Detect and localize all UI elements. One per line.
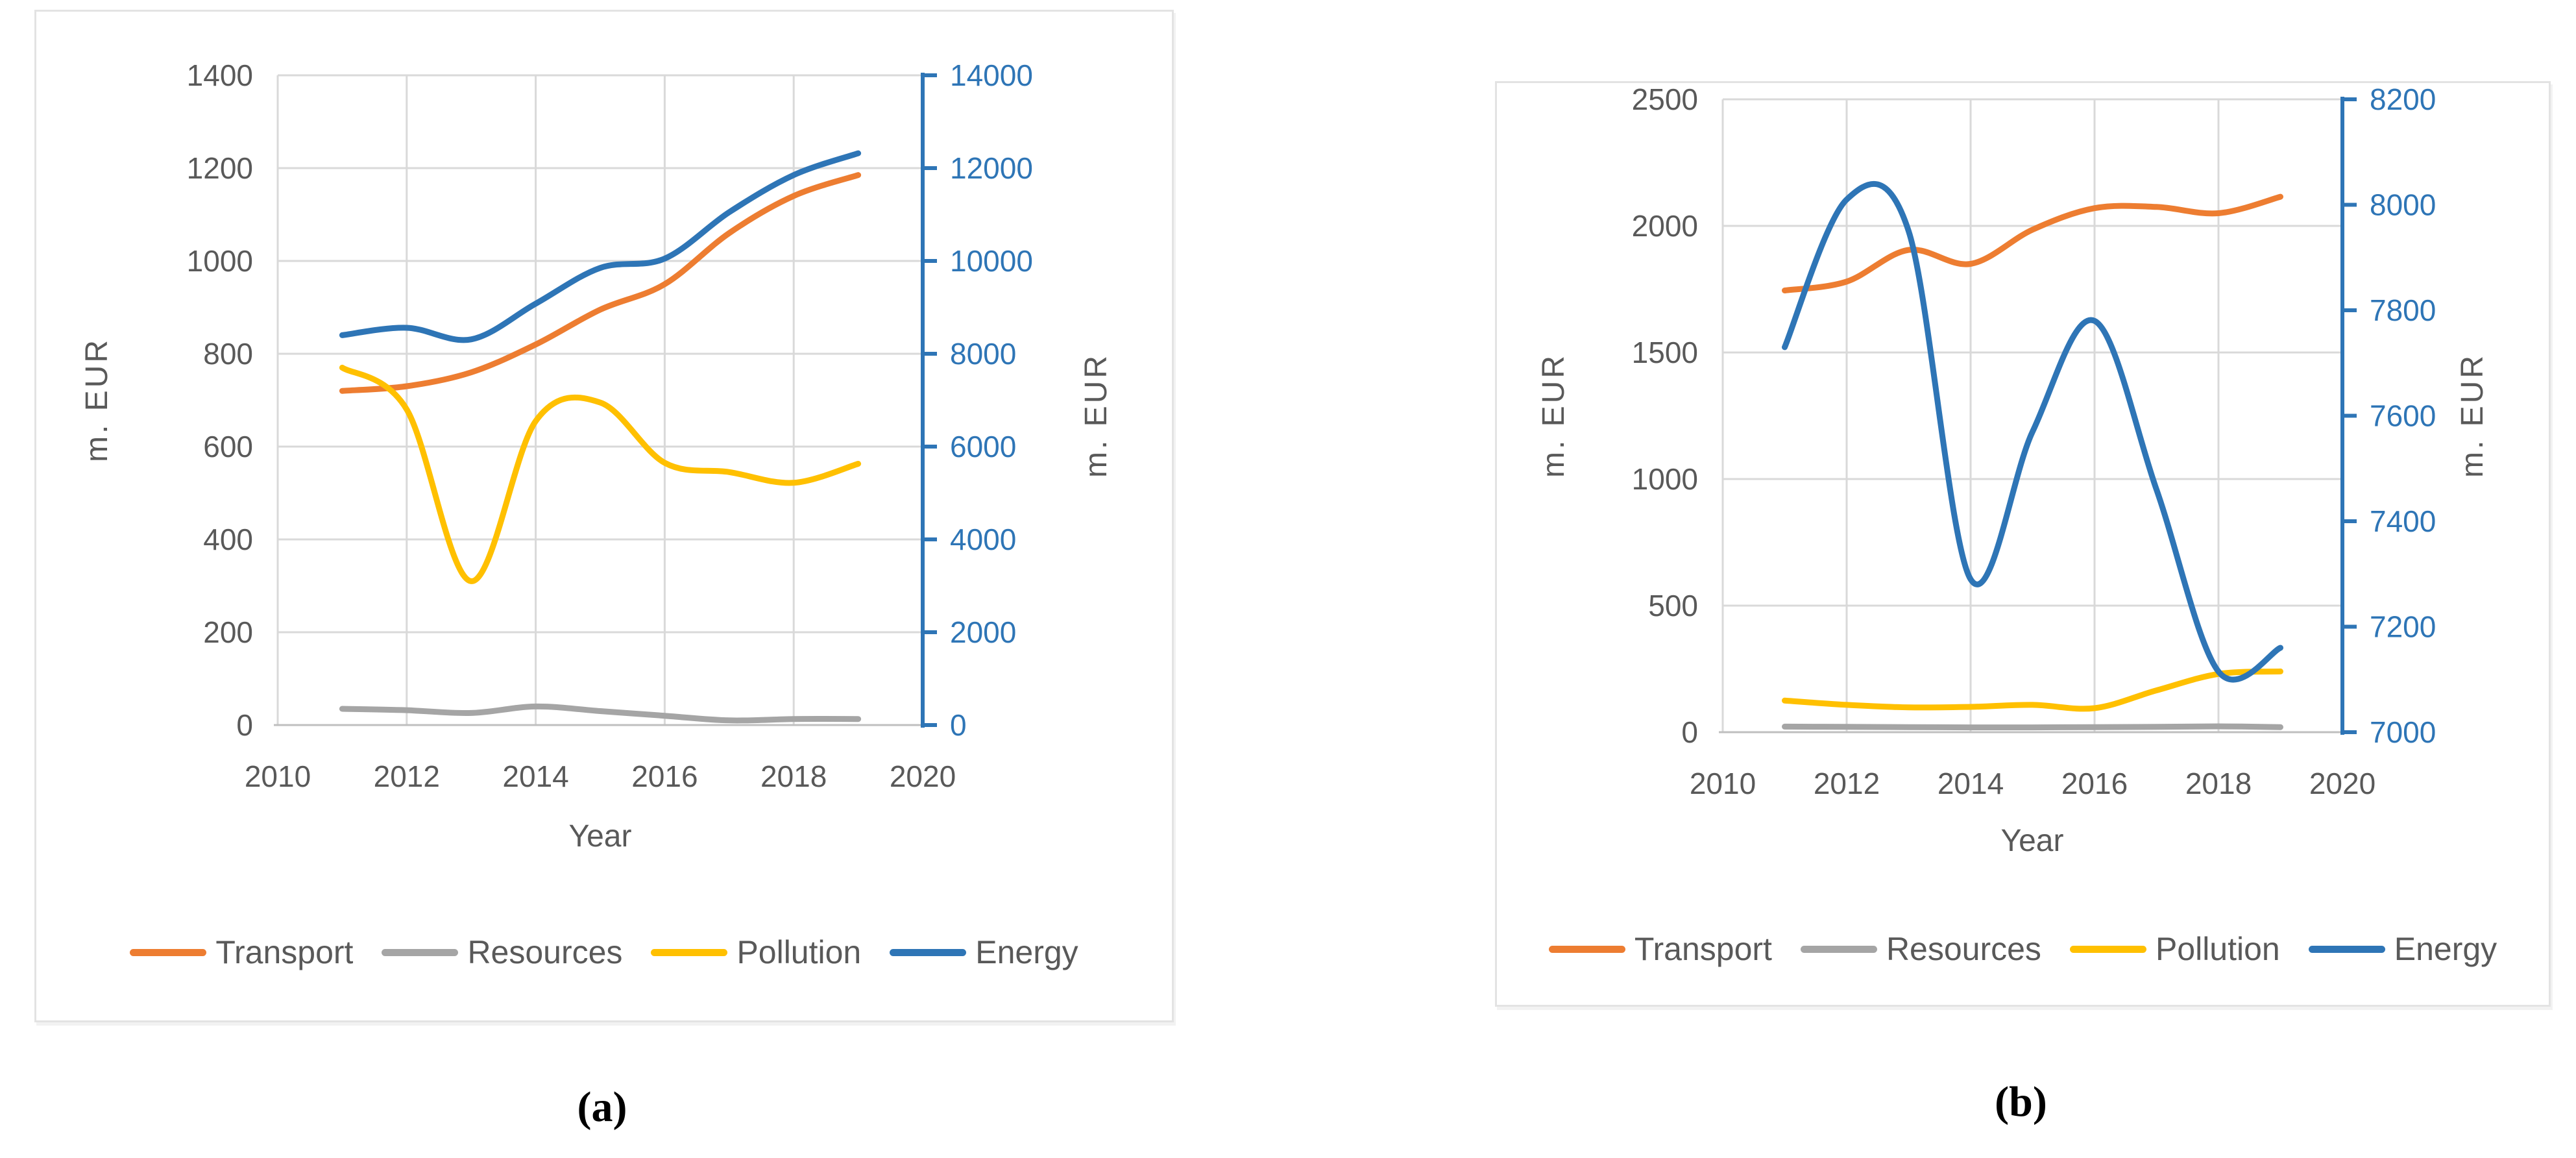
legend-swatch-energy bbox=[2308, 945, 2385, 953]
right-tick-label: 10000 bbox=[950, 244, 1033, 278]
x-tick-label: 2012 bbox=[1814, 767, 1880, 800]
x-tick-label: 2014 bbox=[1938, 767, 2004, 800]
right-tick-label: 7200 bbox=[2370, 610, 2436, 644]
series-line-pollution bbox=[339, 364, 862, 584]
right-tick-label: 4000 bbox=[950, 523, 1016, 556]
legend-label: Transport bbox=[215, 934, 354, 970]
right-tick-label: 8000 bbox=[950, 337, 1016, 371]
series-line-resources bbox=[1782, 723, 2283, 731]
legend-label: Pollution bbox=[2155, 931, 2280, 967]
series-line-energy bbox=[1782, 180, 2283, 683]
x-tick-label: 2010 bbox=[245, 759, 311, 793]
legend-label: Pollution bbox=[736, 934, 862, 970]
left-axis-title-a: m. EUR bbox=[80, 338, 114, 462]
left-axis-title-b: m. EUR bbox=[1537, 353, 1571, 478]
caption-a: (a) bbox=[577, 1083, 627, 1131]
left-tick-label: 1500 bbox=[1632, 336, 1698, 369]
legend-item-resources: Resources bbox=[1800, 930, 2041, 968]
chart-panel-a: 0 200 400 600 800 1000 1200 1400 0 2000 4000 6000 80… bbox=[34, 10, 1174, 1022]
legend-swatch-pollution bbox=[2069, 945, 2146, 953]
x-tick-label: 2020 bbox=[2309, 767, 2376, 800]
right-axis-title-b: m. EUR bbox=[2455, 353, 2490, 478]
left-tick-label: 0 bbox=[236, 708, 253, 742]
chart-a-plot: 0200400600800100012001400020004000600080… bbox=[187, 58, 1033, 793]
x-tick-label: 2018 bbox=[2185, 767, 2252, 800]
legend-item-energy: Energy bbox=[2308, 930, 2497, 968]
legend-swatch-resources bbox=[382, 948, 459, 956]
right-tick-label: 8000 bbox=[2370, 188, 2436, 222]
series-line-transport bbox=[339, 172, 862, 394]
legend-swatch-transport bbox=[130, 948, 207, 956]
series-line-transport bbox=[1782, 193, 2283, 293]
legend-item-resources: Resources bbox=[382, 933, 622, 971]
right-tick-label: 14000 bbox=[950, 58, 1033, 92]
right-tick-label: 6000 bbox=[950, 430, 1016, 463]
right-tick-label: 7400 bbox=[2370, 504, 2436, 538]
x-tick-label: 2014 bbox=[502, 759, 568, 793]
left-tick-label: 1200 bbox=[187, 151, 253, 185]
legend-label: Resources bbox=[1886, 931, 2041, 967]
left-tick-label: 2000 bbox=[1632, 209, 1698, 243]
series-line-resources bbox=[339, 703, 862, 724]
legend-item-pollution: Pollution bbox=[651, 933, 861, 971]
right-tick-label: 12000 bbox=[950, 151, 1033, 185]
left-tick-label: 0 bbox=[1681, 715, 1698, 749]
legend-a: Transport Resources Pollution Energy bbox=[36, 933, 1172, 971]
legend-label: Energy bbox=[2394, 931, 2497, 967]
right-tick-label: 2000 bbox=[950, 615, 1016, 649]
right-tick-label: 7600 bbox=[2370, 399, 2436, 433]
left-tick-label: 800 bbox=[203, 337, 253, 371]
legend-item-energy: Energy bbox=[890, 933, 1078, 971]
left-tick-label: 1000 bbox=[187, 244, 253, 278]
right-tick-label: 7000 bbox=[2370, 715, 2436, 749]
left-tick-label: 1400 bbox=[187, 58, 253, 92]
left-tick-label: 600 bbox=[203, 430, 253, 463]
left-tick-label: 2500 bbox=[1632, 83, 1698, 116]
x-tick-label: 2012 bbox=[374, 759, 440, 793]
x-tick-label: 2018 bbox=[760, 759, 827, 793]
legend-label: Energy bbox=[975, 934, 1078, 970]
legend-item-pollution: Pollution bbox=[2069, 930, 2280, 968]
right-tick-label: 8200 bbox=[2370, 83, 2436, 116]
legend-label: Transport bbox=[1634, 931, 1772, 967]
left-tick-label: 200 bbox=[203, 615, 253, 649]
caption-b: (b) bbox=[1995, 1078, 2047, 1126]
x-axis-title-a: Year bbox=[568, 819, 632, 854]
right-tick-label: 7800 bbox=[2370, 293, 2436, 327]
x-axis-title-b: Year bbox=[2000, 824, 2064, 858]
x-tick-label: 2016 bbox=[2061, 767, 2128, 800]
x-tick-label: 2010 bbox=[1690, 767, 1756, 800]
chart-b-plot: 0 500 1000 1500 2000 2500 7000 7200 7400 7600 7800… bbox=[1632, 83, 2436, 800]
legend-swatch-resources bbox=[1800, 945, 1877, 953]
legend-item-transport: Transport bbox=[130, 933, 353, 971]
legend-label: Resources bbox=[467, 934, 623, 970]
series-line-pollution bbox=[1782, 668, 2283, 712]
left-tick-label: 1000 bbox=[1632, 462, 1698, 496]
legend-swatch-pollution bbox=[651, 948, 728, 956]
chart-panel-b: 0 500 1000 1500 2000 2500 7000 7200 7400 7600 7800… bbox=[1495, 81, 2551, 1007]
legend-b: Transport Resources Pollution Energy bbox=[1497, 930, 2549, 968]
legend-swatch-energy bbox=[890, 948, 967, 956]
series-line-energy bbox=[339, 150, 862, 343]
x-tick-label: 2020 bbox=[890, 759, 956, 793]
left-tick-label: 500 bbox=[1648, 589, 1698, 622]
left-tick-label: 400 bbox=[203, 523, 253, 556]
right-tick-label: 0 bbox=[950, 708, 967, 742]
right-axis-title-a: m. EUR bbox=[1079, 353, 1113, 478]
x-tick-label: 2016 bbox=[631, 759, 698, 793]
legend-swatch-transport bbox=[1548, 945, 1625, 953]
legend-item-transport: Transport bbox=[1548, 930, 1772, 968]
